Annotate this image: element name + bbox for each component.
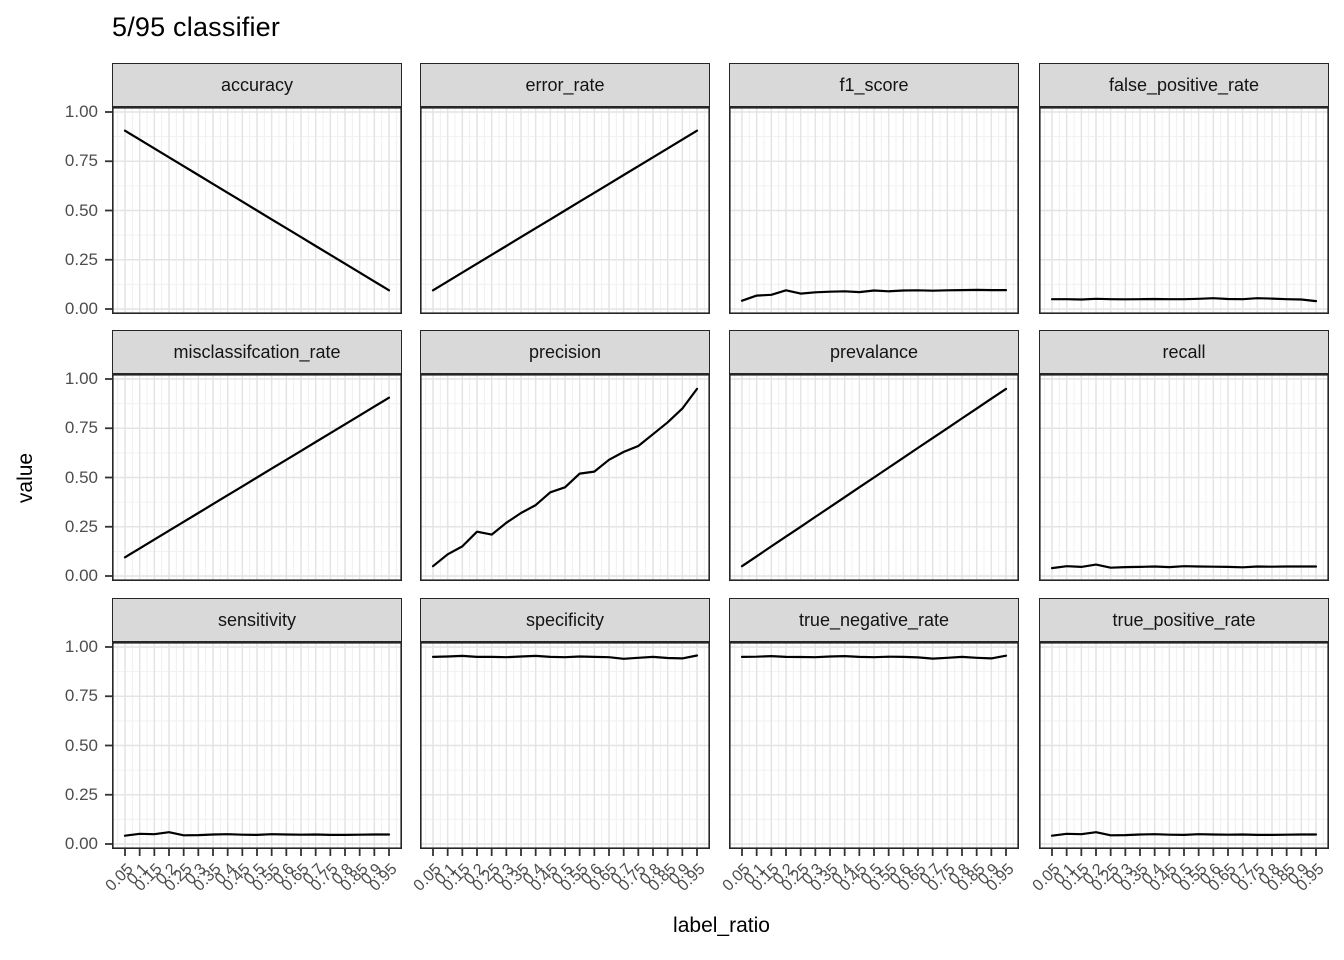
panel-border xyxy=(729,374,1019,581)
y-tick-label: 0.00 xyxy=(64,834,98,853)
facet-strip-error_rate: error_rate xyxy=(420,63,710,107)
axis-ticks xyxy=(105,646,390,856)
panel-border xyxy=(112,642,402,849)
panel-border xyxy=(729,107,1019,314)
panel-border xyxy=(729,642,1019,849)
y-tick-label: 0.00 xyxy=(64,566,98,585)
y-tick-label: 0.75 xyxy=(64,686,98,706)
y-tick-label: 0.00 xyxy=(64,299,98,318)
facet-panel-true_negative_rate xyxy=(729,642,1019,856)
gridlines xyxy=(113,375,401,580)
line-true_positive_rate xyxy=(1050,831,1318,837)
gridlines xyxy=(421,108,709,313)
panel-border xyxy=(420,107,710,314)
facet-strip-label: false_positive_rate xyxy=(1108,74,1260,95)
panel-border xyxy=(420,374,710,581)
axis-ticks xyxy=(432,849,698,856)
facet-strip-accuracy: accuracy xyxy=(112,63,402,107)
y-tick-label: 0.50 xyxy=(64,735,98,755)
facet-strip-specificity: specificity xyxy=(420,598,710,642)
gridlines xyxy=(421,643,709,848)
line-true_negative_rate xyxy=(740,654,1008,660)
facet-strip-precision: precision xyxy=(420,330,710,374)
y-tick-label: 0.25 xyxy=(64,249,98,269)
facet-strip-true_positive_rate: true_positive_rate xyxy=(1039,598,1329,642)
facet-panel-specificity xyxy=(420,642,710,856)
gridlines xyxy=(730,375,1018,580)
facet-strip-f1_score: f1_score xyxy=(729,63,1019,107)
gridlines xyxy=(1040,375,1328,580)
facet-strip-label: prevalance xyxy=(829,341,919,362)
line-precision xyxy=(431,387,699,568)
panel-border xyxy=(112,107,402,314)
panel-border xyxy=(420,642,710,849)
gridlines xyxy=(113,643,401,848)
facet-strip-label: sensitivity xyxy=(217,609,297,630)
y-tick-label: 1.00 xyxy=(64,102,98,121)
gridlines xyxy=(730,643,1018,848)
x-axis-title: label_ratio xyxy=(673,914,770,937)
line-prevalance xyxy=(740,387,1008,568)
facet-strip-label: misclassifcation_rate xyxy=(173,341,341,362)
facet-strip-prevalance: prevalance xyxy=(729,330,1019,374)
line-misclassifcation_rate xyxy=(123,396,391,559)
gridlines xyxy=(113,108,401,313)
facet-panel-accuracy xyxy=(105,107,402,314)
y-tick-label: 0.50 xyxy=(64,467,98,487)
line-sensitivity xyxy=(123,831,391,837)
y-tick-label: 1.00 xyxy=(64,637,98,656)
facet-panel-precision xyxy=(420,374,710,581)
line-false_positive_rate xyxy=(1050,297,1318,303)
facet-strip-label: accuracy xyxy=(220,74,294,95)
gridlines xyxy=(730,108,1018,313)
facet-strip-true_negative_rate: true_negative_rate xyxy=(729,598,1019,642)
facet-strip-misclassifcation_rate: misclassifcation_rate xyxy=(112,330,402,374)
facet-panel-sensitivity xyxy=(105,642,402,856)
axis-ticks xyxy=(105,378,112,577)
gridlines xyxy=(1040,108,1328,313)
panel-border xyxy=(1039,374,1329,581)
axis-ticks xyxy=(741,849,1007,856)
facet-strip-recall: recall xyxy=(1039,330,1329,374)
facet-strip-label: f1_score xyxy=(839,74,909,95)
gridlines xyxy=(1040,643,1328,848)
panel-border xyxy=(1039,642,1329,849)
y-tick-label: 1.00 xyxy=(64,369,98,388)
facet-panel-recall xyxy=(1039,374,1329,581)
facet-panel-true_positive_rate xyxy=(1039,642,1329,856)
y-tick-label: 0.50 xyxy=(64,200,98,220)
facet-panel-error_rate xyxy=(420,107,710,314)
line-recall xyxy=(1050,563,1318,570)
facet-panel-misclassifcation_rate xyxy=(105,374,402,581)
axis-ticks xyxy=(105,111,112,310)
facet-panel-prevalance xyxy=(729,374,1019,581)
facet-strip-label: precision xyxy=(528,341,602,362)
line-accuracy xyxy=(123,129,391,292)
facet-strip-sensitivity: sensitivity xyxy=(112,598,402,642)
line-f1_score xyxy=(740,288,1008,302)
y-tick-label: 0.25 xyxy=(64,784,98,804)
y-tick-label: 0.25 xyxy=(64,516,98,536)
facet-strip-label: true_positive_rate xyxy=(1112,609,1256,630)
gridlines xyxy=(421,375,709,580)
axis-ticks xyxy=(1051,849,1317,856)
plot-title: 5/95 classifier xyxy=(112,12,281,42)
facet-strip-label: specificity xyxy=(525,609,605,630)
y-tick-label: 0.75 xyxy=(64,418,98,438)
facet-strip-label: recall xyxy=(1162,341,1206,362)
facet-strip-label: error_rate xyxy=(525,74,605,95)
panel-border xyxy=(112,374,402,581)
y-tick-label: 0.75 xyxy=(64,151,98,171)
facet-strip-false_positive_rate: false_positive_rate xyxy=(1039,63,1329,107)
facet-strip-label: true_negative_rate xyxy=(798,609,950,630)
line-specificity xyxy=(431,654,699,660)
facet-panel-f1_score xyxy=(729,107,1019,314)
panel-border xyxy=(1039,107,1329,314)
facet-panel-false_positive_rate xyxy=(1039,107,1329,314)
line-error_rate xyxy=(431,129,699,292)
